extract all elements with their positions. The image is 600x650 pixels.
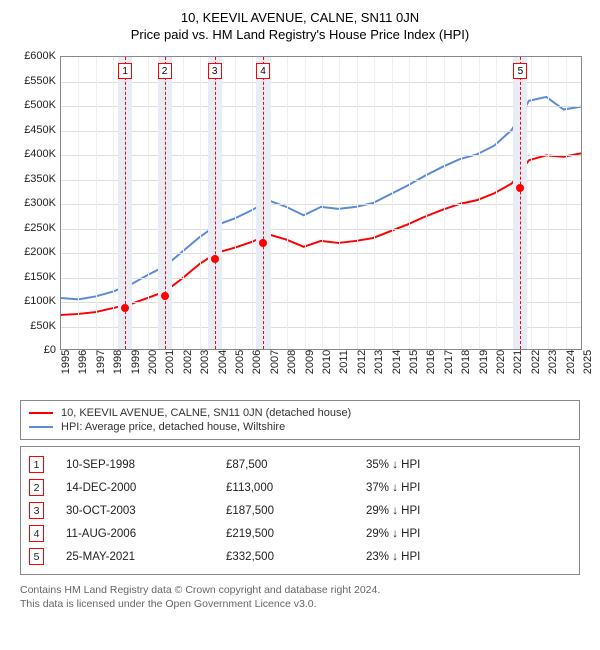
x-axis-label: 1998 (112, 350, 124, 374)
sale-date: 25-MAY-2021 (66, 551, 226, 563)
x-axis-label: 2000 (147, 350, 159, 374)
x-axis-label: 2009 (304, 350, 316, 374)
y-axis-label: £600K (24, 50, 56, 62)
x-axis-label: 2016 (425, 350, 437, 374)
y-axis-label: £50K (30, 320, 56, 332)
legend-label: 10, KEEVIL AVENUE, CALNE, SN11 0JN (deta… (61, 407, 351, 419)
sale-number-badge: 4 (29, 525, 44, 542)
x-axis-label: 2005 (234, 350, 246, 374)
legend-swatch (29, 426, 53, 428)
sale-dot (121, 304, 129, 312)
sale-dot (161, 292, 169, 300)
x-axis-label: 2014 (391, 350, 403, 374)
series-property (61, 153, 581, 315)
sale-price: £187,500 (226, 505, 366, 517)
x-axis-label: 2013 (373, 350, 385, 374)
y-axis-label: £350K (24, 173, 56, 185)
sale-diff: 37% ↓ HPI (366, 482, 571, 494)
sale-price: £113,000 (226, 482, 366, 494)
chart-plot: 1 2 3 4 5 £0 £50K £100K £150K £200K £250K £300K £35… (10, 52, 590, 392)
sale-diff: 23% ↓ HPI (366, 551, 571, 563)
x-axis-label: 1997 (95, 350, 107, 374)
x-axis-label: 2024 (565, 350, 577, 374)
x-axis-label: 1996 (77, 350, 89, 374)
y-axis-label: £0 (44, 344, 56, 356)
sale-price: £219,500 (226, 528, 366, 540)
y-axis-label: £200K (24, 246, 56, 258)
sale-diff: 29% ↓ HPI (366, 505, 571, 517)
x-axis-label: 2004 (217, 350, 229, 374)
sale-marker: 2 (158, 63, 172, 79)
sale-marker: 4 (256, 63, 270, 79)
x-axis-label: 2012 (356, 350, 368, 374)
sales-row: 4 11-AUG-2006£219,50029% ↓ HPI (29, 522, 571, 545)
y-axis-label: £150K (24, 271, 56, 283)
x-axis-label: 2018 (460, 350, 472, 374)
sale-diff: 35% ↓ HPI (366, 459, 571, 471)
sales-row: 3 30-OCT-2003£187,50029% ↓ HPI (29, 499, 571, 522)
x-axis-label: 2007 (269, 350, 281, 374)
x-axis-label: 2002 (182, 350, 194, 374)
x-axis-label: 2008 (286, 350, 298, 374)
x-axis-label: 2025 (582, 350, 594, 374)
x-axis-label: 2015 (408, 350, 420, 374)
y-axis-label: £450K (24, 124, 56, 136)
y-axis-label: £100K (24, 295, 56, 307)
x-axis-label: 2010 (321, 350, 333, 374)
y-axis-label: £550K (24, 75, 56, 87)
x-axis-label: 2020 (495, 350, 507, 374)
legend-box: 10, KEEVIL AVENUE, CALNE, SN11 0JN (deta… (20, 400, 580, 440)
x-axis-label: 2022 (530, 350, 542, 374)
sale-marker: 3 (208, 63, 222, 79)
chart-subtitle: Price paid vs. HM Land Registry's House … (10, 27, 590, 42)
footnote-line: Contains HM Land Registry data © Crown c… (20, 583, 580, 597)
footnote: Contains HM Land Registry data © Crown c… (20, 583, 580, 611)
sales-row: 2 14-DEC-2000£113,00037% ↓ HPI (29, 476, 571, 499)
sales-row: 5 25-MAY-2021£332,50023% ↓ HPI (29, 545, 571, 568)
sales-row: 1 10-SEP-1998£87,50035% ↓ HPI (29, 453, 571, 476)
sale-number-badge: 5 (29, 548, 44, 565)
sale-number-badge: 3 (29, 502, 44, 519)
sale-date: 10-SEP-1998 (66, 459, 226, 471)
x-axis-label: 1999 (130, 350, 142, 374)
x-axis-label: 2019 (478, 350, 490, 374)
x-axis-label: 2023 (547, 350, 559, 374)
x-axis-label: 2006 (251, 350, 263, 374)
sale-date: 14-DEC-2000 (66, 482, 226, 494)
sale-date: 30-OCT-2003 (66, 505, 226, 517)
chart-title: 10, KEEVIL AVENUE, CALNE, SN11 0JN (10, 10, 590, 25)
x-axis-label: 2017 (443, 350, 455, 374)
sale-dot (259, 239, 267, 247)
sale-diff: 29% ↓ HPI (366, 528, 571, 540)
legend-item: HPI: Average price, detached house, Wilt… (29, 421, 571, 433)
sale-marker: 5 (513, 63, 527, 79)
sale-date: 11-AUG-2006 (66, 528, 226, 540)
sale-number-badge: 1 (29, 456, 44, 473)
legend-label: HPI: Average price, detached house, Wilt… (61, 421, 285, 433)
x-axis-label: 2003 (199, 350, 211, 374)
y-axis-label: £500K (24, 99, 56, 111)
y-axis-label: £300K (24, 197, 56, 209)
x-axis-label: 2011 (338, 350, 350, 374)
sale-dot (211, 255, 219, 263)
sale-price: £332,500 (226, 551, 366, 563)
sale-price: £87,500 (226, 459, 366, 471)
legend-swatch (29, 412, 53, 414)
x-axis-label: 1995 (60, 350, 72, 374)
plot-area: 1 2 3 4 5 (60, 56, 582, 350)
y-axis-label: £400K (24, 148, 56, 160)
series-hpi (61, 97, 581, 299)
sales-table: 1 10-SEP-1998£87,50035% ↓ HPI 2 14-DEC-2000… (20, 446, 580, 575)
sale-dot (516, 184, 524, 192)
chart-container: 10, KEEVIL AVENUE, CALNE, SN11 0JN Price… (0, 0, 600, 619)
sale-marker: 1 (118, 63, 132, 79)
y-axis-label: £250K (24, 222, 56, 234)
x-axis-label: 2021 (512, 350, 524, 374)
x-axis-label: 2001 (164, 350, 176, 374)
footnote-line: This data is licensed under the Open Gov… (20, 597, 580, 611)
chart-lines-svg (61, 57, 581, 349)
sale-number-badge: 2 (29, 479, 44, 496)
legend-item: 10, KEEVIL AVENUE, CALNE, SN11 0JN (deta… (29, 407, 571, 419)
